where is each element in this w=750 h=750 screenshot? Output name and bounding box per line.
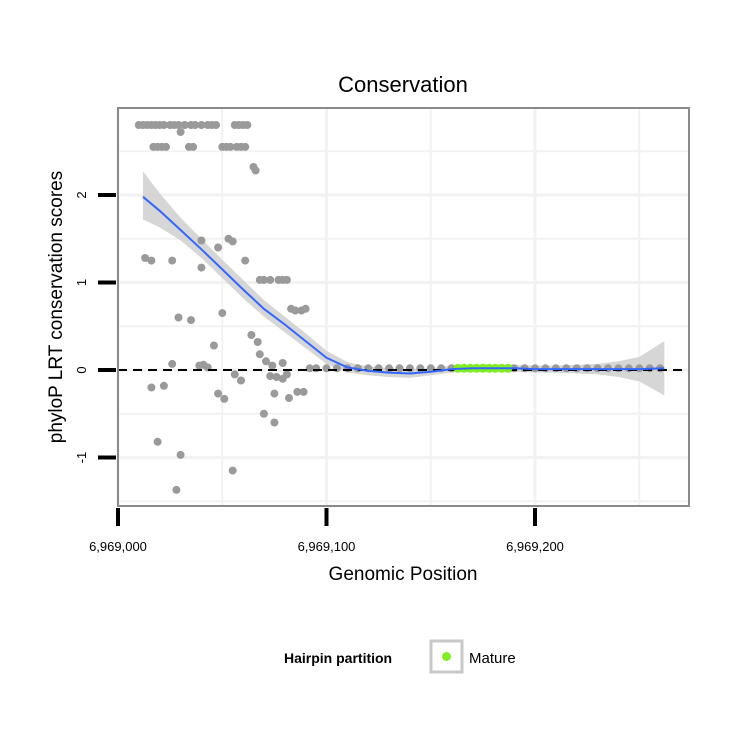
data-point [197,263,206,272]
data-point [282,370,291,379]
data-point [282,275,291,284]
x-axis-label: Genomic Position [329,564,478,585]
data-point [237,376,245,385]
data-point [241,256,250,265]
data-point [180,121,189,129]
data-point [272,373,281,381]
data-point [251,166,260,175]
data-point [159,381,168,390]
legend: Hairpin partition Mature [284,639,516,674]
data-point [147,383,156,392]
data-point [270,389,279,398]
data-point [189,142,198,151]
data-point [214,389,223,398]
data-point [312,364,321,373]
y-tick-label: 0 [74,366,89,373]
data-point [255,350,264,359]
data-point [285,394,293,402]
data-point [197,236,206,245]
data-point [266,372,275,381]
data-point [299,387,308,396]
data-point [228,466,237,475]
data-point [426,364,435,373]
data-point [141,254,150,262]
y-axis: -1 0 1 2 [74,191,116,463]
data-point [176,450,185,459]
data-point [395,364,404,373]
data-point [187,316,195,325]
data-point [259,409,268,418]
data-point [322,364,331,373]
data-point [332,364,341,373]
data-point [291,306,300,315]
points-layer [134,121,665,494]
plot-area [116,107,690,507]
y-tick-label: 2 [74,191,89,198]
data-point [301,304,310,313]
data-point [197,121,206,129]
data-point [266,275,275,284]
x-tick-label: 6,969,100 [298,539,356,554]
data-point [253,338,262,346]
data-point [226,142,235,151]
x-axis: 6,969,000 6,969,100 6,969,200 [89,508,564,554]
data-point [162,142,170,151]
data-point [405,364,414,373]
legend-title: Hairpin partition [284,650,392,666]
data-point [268,361,277,370]
data-point [305,364,314,373]
y-tick-label: 1 [74,279,89,286]
data-point [259,275,268,284]
chart-title: Conservation [338,72,468,97]
panel-border [117,107,690,507]
data-point [212,121,220,129]
data-point [168,256,177,265]
data-point [218,309,227,318]
legend-key-mature-dot [442,652,451,661]
data-point [262,357,270,366]
data-point [293,387,302,396]
data-point [228,237,237,246]
legend-label-mature: Mature [469,650,516,667]
data-point [159,121,168,129]
panel-background [118,108,689,506]
data-point [214,243,223,252]
data-point [191,121,200,129]
data-point [278,359,287,367]
data-point [247,331,256,339]
x-tick-label: 6,969,200 [506,539,564,554]
data-point [172,485,181,494]
data-point [199,360,208,369]
data-point [174,121,183,129]
confidence-ribbon [143,171,665,396]
data-point [416,364,425,373]
smooth-line-layer [142,196,665,375]
data-point [243,121,252,129]
confidence-ribbon-layer [143,171,665,396]
data-point [153,437,162,446]
data-point [174,313,183,322]
data-point [385,364,394,373]
data-point [270,418,279,427]
data-point [241,142,250,151]
x-tick-label: 6,969,000 [89,539,147,554]
data-point [230,370,239,379]
data-point [220,394,229,403]
data-point [176,128,185,136]
data-point [147,256,156,265]
data-point [209,341,218,350]
y-tick-label: -1 [74,452,89,464]
data-point [168,359,177,368]
smooth-line [142,196,665,375]
y-axis-label: phyloP LRT conservation scores [46,171,67,444]
